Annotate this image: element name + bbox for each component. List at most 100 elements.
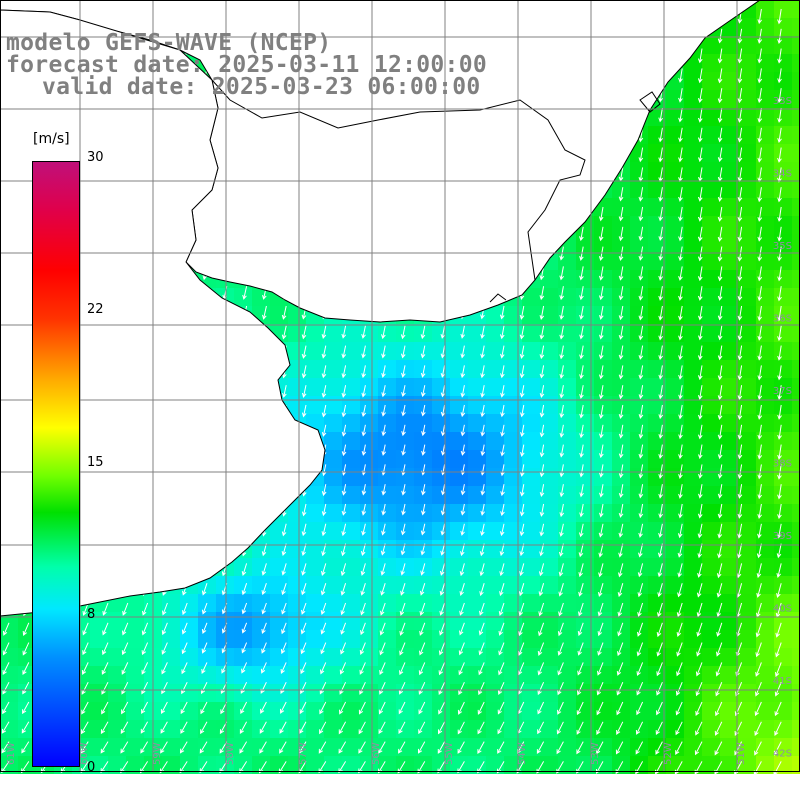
wind-arrow	[636, 642, 644, 657]
wind-arrow	[638, 305, 644, 321]
speed-cell	[306, 702, 324, 720]
speed-cell	[612, 738, 630, 756]
wind-arrow	[341, 385, 347, 398]
wind-arrow	[696, 583, 703, 598]
wind-arrow	[618, 523, 624, 538]
wind-arrow	[497, 721, 505, 735]
wind-arrow	[776, 563, 782, 579]
speed-cell	[324, 360, 342, 378]
wind-arrow	[141, 701, 149, 714]
wind-arrow	[477, 701, 485, 715]
colorbar-tick-30: 30	[87, 150, 104, 165]
speed-cell	[522, 738, 540, 756]
speed-cell	[108, 702, 126, 720]
speed-cell	[522, 594, 540, 612]
wind-arrow	[716, 602, 723, 618]
wind-arrow	[341, 444, 347, 457]
speed-cell	[540, 522, 558, 540]
speed-cell	[396, 432, 414, 450]
wind-arrow	[579, 325, 584, 340]
speed-cell	[180, 630, 198, 648]
speed-cell	[414, 558, 432, 576]
speed-cell	[198, 720, 216, 738]
speed-cell	[648, 504, 666, 522]
wind-arrow	[260, 662, 267, 674]
wind-arrow	[477, 721, 485, 735]
wind-arrow	[539, 286, 545, 301]
speed-cell	[414, 738, 432, 756]
wind-arrow	[240, 701, 248, 715]
wind-arrow	[777, 404, 782, 420]
wind-arrow	[658, 127, 663, 143]
speed-cell	[612, 630, 630, 648]
wind-arrow	[440, 424, 446, 437]
wind-arrow	[737, 206, 743, 222]
wind-arrow	[757, 147, 762, 163]
speed-cell	[342, 576, 360, 594]
wind-arrow	[578, 602, 584, 617]
speed-cell	[738, 144, 756, 162]
wind-arrow	[678, 286, 683, 301]
wind-arrow	[499, 325, 505, 340]
speed-cell	[360, 666, 378, 684]
wind-arrow	[361, 444, 367, 456]
speed-cell	[648, 342, 666, 360]
wind-arrow	[319, 701, 327, 715]
wind-arrow	[559, 424, 565, 438]
wind-arrow	[559, 365, 564, 379]
speed-cell	[162, 720, 180, 738]
speed-cell	[720, 270, 738, 288]
speed-cell	[738, 486, 756, 504]
wind-arrow	[361, 424, 367, 437]
speed-cell	[216, 630, 234, 648]
wind-arrow	[201, 583, 208, 596]
speed-cell	[756, 108, 774, 126]
speed-cell	[612, 234, 630, 252]
wind-arrow	[439, 602, 446, 616]
wind-arrow	[201, 602, 208, 615]
speed-cell	[630, 414, 648, 432]
speed-cell	[792, 396, 800, 414]
wind-arrow	[379, 681, 386, 695]
wind-arrow	[579, 286, 584, 301]
speed-cell	[738, 36, 756, 54]
wind-arrow	[559, 404, 565, 419]
speed-cell	[576, 360, 594, 378]
wind-arrow	[519, 345, 525, 359]
wind-arrow	[676, 642, 683, 657]
latitude-label: 38S	[773, 459, 792, 470]
wind-arrow	[776, 583, 782, 599]
speed-cell	[630, 558, 648, 576]
wind-arrow	[697, 68, 703, 84]
speed-cell	[324, 432, 342, 450]
wind-arrow	[777, 28, 782, 45]
speed-cell	[342, 540, 360, 558]
speed-cell	[756, 234, 774, 252]
wind-arrow	[419, 622, 426, 636]
speed-cell	[234, 756, 252, 774]
wind-arrow	[757, 385, 763, 401]
wind-arrow	[279, 741, 287, 754]
speed-cell	[450, 378, 468, 396]
speed-cell	[306, 594, 324, 612]
speed-cell	[630, 198, 648, 216]
speed-cell	[648, 594, 666, 612]
speed-cell	[576, 576, 594, 594]
speed-cell	[720, 648, 738, 666]
speed-cell	[756, 702, 774, 720]
wind-arrow	[598, 286, 604, 301]
speed-cell	[270, 306, 288, 324]
speed-cell	[720, 108, 738, 126]
speed-cell	[756, 450, 774, 468]
wind-arrow	[418, 741, 426, 754]
wind-arrow	[201, 642, 208, 654]
wind-arrow	[539, 444, 545, 458]
wind-arrow	[319, 721, 327, 735]
wind-arrow	[755, 622, 762, 638]
speed-cell	[342, 324, 360, 342]
wind-arrow	[401, 365, 406, 378]
speed-cell	[414, 684, 432, 702]
wind-arrow	[755, 682, 762, 697]
speed-cell	[450, 630, 468, 648]
wind-arrow	[22, 681, 30, 695]
